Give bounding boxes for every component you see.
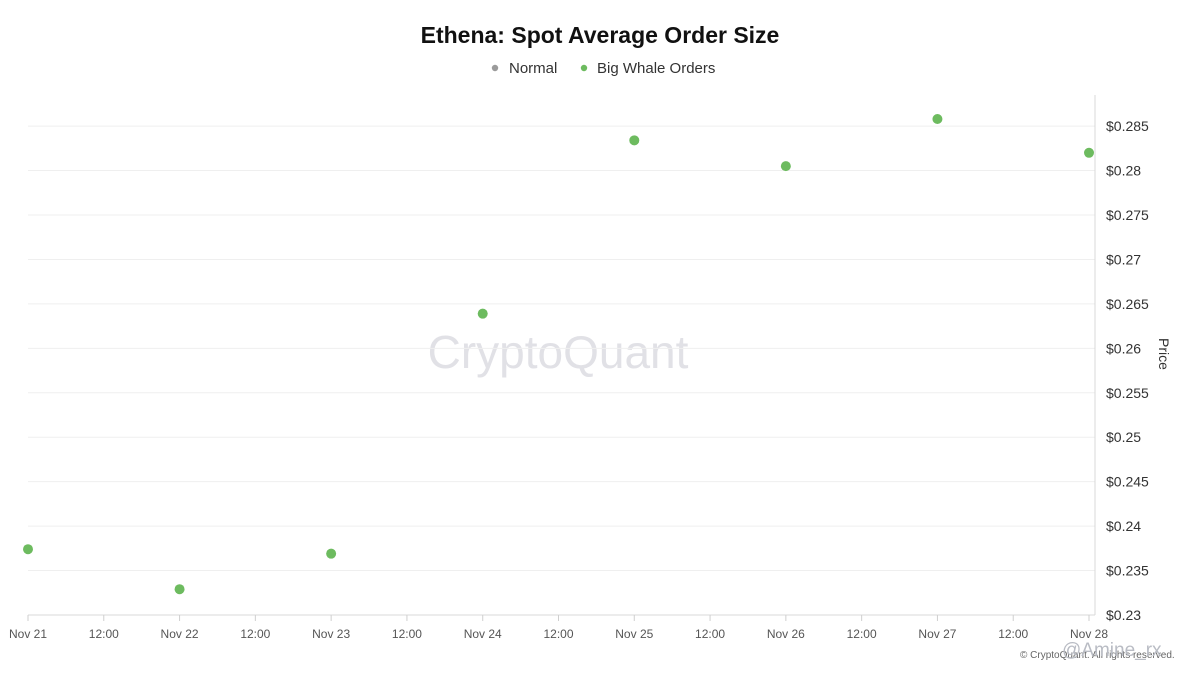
legend-label-big-whale-orders: Big Whale Orders [597,60,715,77]
y-tick-label: $0.235 [1106,563,1149,579]
data-point-big-whale-orders[interactable] [629,135,640,146]
x-tick-label: 12:00 [847,627,877,641]
x-tick-label: Nov 23 [312,627,350,641]
data-point-big-whale-orders[interactable] [477,308,488,319]
legend: Normal Big Whale Orders [491,60,716,77]
x-tick-label: 12:00 [240,627,270,641]
legend-marker-big-whale-orders [580,64,588,72]
watermark: CryptoQuant [428,326,689,378]
data-point-big-whale-orders[interactable] [1084,147,1094,158]
x-tick-label: Nov 25 [615,627,653,641]
legend-label-normal: Normal [509,60,557,77]
data-point-big-whale-orders[interactable] [174,584,185,595]
x-tick-label: 12:00 [392,627,422,641]
y-tick-label: $0.24 [1106,518,1141,534]
y-tick-label: $0.245 [1106,474,1149,490]
author-stamp: @Amine_rx [1062,640,1162,661]
x-tick-label: 12:00 [695,627,725,641]
x-tick-label: 12:00 [89,627,119,641]
y-tick-label: $0.265 [1106,296,1149,312]
gridlines [28,125,1095,616]
y-axis-ticks: $0.23 $0.235 $0.24 $0.245 $0.25 $0.255 $0.26 $0… [1106,118,1149,623]
x-tick-label: Nov 24 [464,627,502,641]
data-points [23,114,1094,595]
x-tick-label: 12:00 [998,627,1028,641]
y-tick-label: $0.255 [1106,385,1149,401]
data-point-big-whale-orders[interactable] [326,548,337,559]
data-point-big-whale-orders[interactable] [23,544,33,555]
y-tick-label: $0.23 [1106,607,1141,623]
x-tick-label: Nov 26 [767,627,805,641]
x-tick-label: Nov 27 [918,627,956,641]
y-tick-label: $0.275 [1106,207,1149,223]
data-point-big-whale-orders[interactable] [780,161,791,172]
legend-item-normal[interactable]: Normal [491,60,558,77]
chart-title: Ethena: Spot Average Order Size [421,22,780,48]
y-tick-label: $0.285 [1106,118,1149,134]
x-axis-ticks: Nov 21 12:00 Nov 22 12:00 Nov 23 12:00 Nov 24 1… [9,615,1108,641]
y-tick-label: $0.28 [1106,163,1141,179]
y-tick-label: $0.27 [1106,251,1141,267]
y-axis-title: Price [1156,338,1172,370]
x-tick-label: 12:00 [543,627,573,641]
data-point-big-whale-orders[interactable] [932,114,943,124]
x-tick-label: Nov 22 [161,627,199,641]
x-tick-label: Nov 28 [1070,627,1108,641]
legend-item-big-whale-orders[interactable]: Big Whale Orders [580,60,716,77]
y-tick-label: $0.26 [1106,340,1141,356]
legend-marker-normal [491,64,499,72]
y-tick-label: $0.25 [1106,429,1141,445]
x-tick-label: Nov 21 [9,627,47,641]
copyright-footer: © CryptoQuant. All rights reserved. [1020,650,1175,661]
